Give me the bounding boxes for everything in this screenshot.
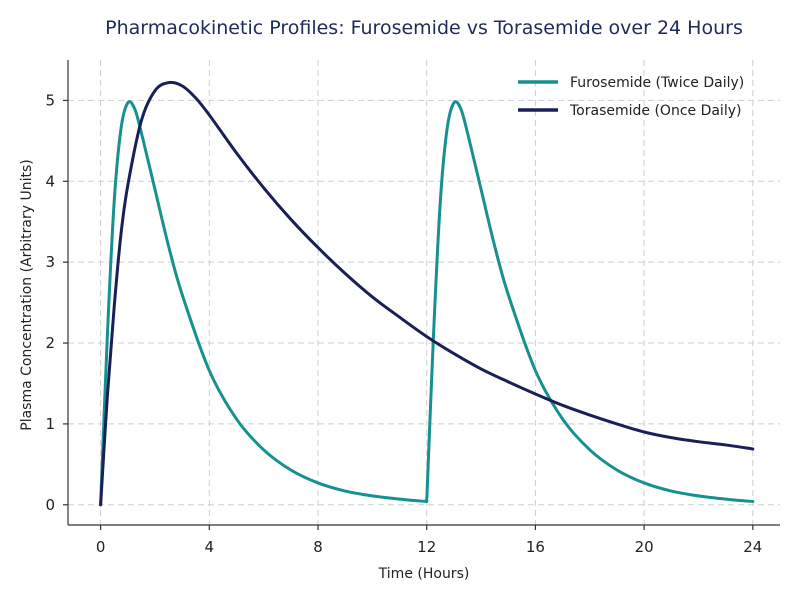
y-tick-label: 1	[45, 415, 55, 433]
axes	[63, 60, 780, 530]
chart-title: Pharmacokinetic Profiles: Furosemide vs …	[105, 17, 743, 39]
series-lines	[99, 80, 755, 507]
y-tick-label: 4	[45, 172, 55, 190]
furosemide-line	[99, 100, 755, 507]
y-tick-label: 2	[45, 334, 55, 352]
x-tick-label: 24	[743, 538, 762, 556]
grid-lines	[68, 60, 780, 525]
x-axis-label: Time (Hours)	[378, 566, 470, 582]
x-tick-label: 4	[205, 538, 215, 556]
torasemide-line	[99, 80, 755, 507]
y-tick-label: 5	[45, 91, 55, 109]
x-tick-label: 20	[635, 538, 654, 556]
x-tick-label: 12	[417, 538, 436, 556]
x-tick-label: 0	[96, 538, 106, 556]
x-tick-label: 8	[313, 538, 323, 556]
y-axis-label: Plasma Concentration (Arbitrary Units)	[19, 159, 35, 431]
x-tick-label: 16	[526, 538, 545, 556]
y-tick-label: 3	[45, 253, 55, 271]
legend: Furosemide (Twice Daily) Torasemide (Once…	[518, 75, 744, 119]
legend-label: Torasemide (Once Daily)	[569, 103, 741, 119]
legend-label: Furosemide (Twice Daily)	[570, 75, 744, 91]
y-tick-label: 0	[45, 496, 55, 514]
